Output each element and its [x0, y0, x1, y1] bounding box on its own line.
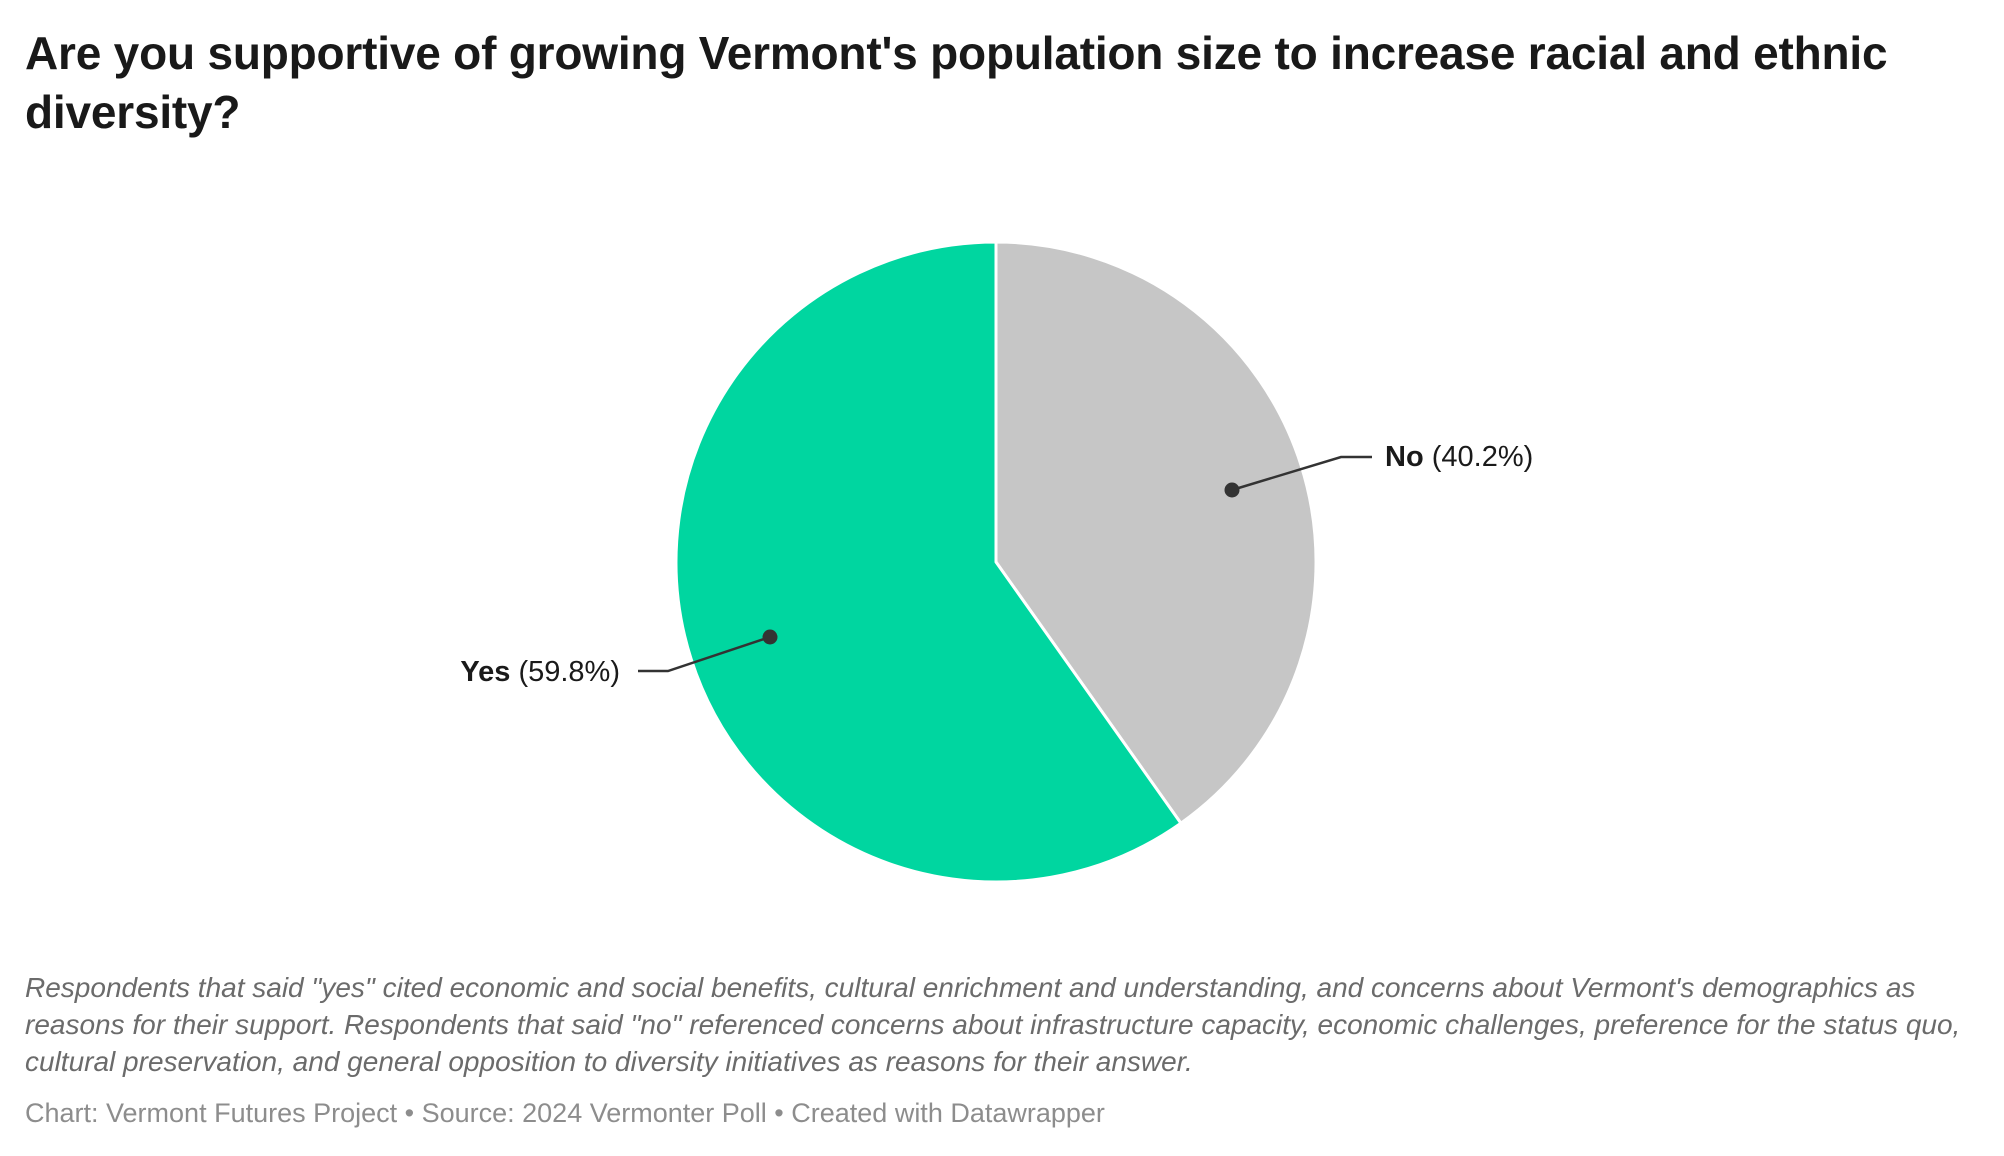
- chart-credit-line: Chart: Vermont Futures Project • Source:…: [25, 1098, 1105, 1128]
- chart-title: Are you supportive of growing Vermont's …: [25, 27, 1888, 138]
- leader-line-yes: [638, 635, 771, 673]
- pie-slice-yes[interactable]: [674, 240, 1183, 884]
- leader-dot-no: [1224, 482, 1240, 498]
- slice-label-no-percent: (40.2%): [1431, 441, 1534, 473]
- pie-slice-no[interactable]: [994, 240, 1318, 825]
- slice-label-yes-percent: (59.8%): [518, 656, 620, 688]
- leader-line-no: [1231, 455, 1372, 492]
- slice-label-no: No (40.2%): [1385, 441, 1533, 473]
- leader-dot-yes: [762, 629, 778, 645]
- slice-label-yes-name: Yes: [460, 656, 511, 688]
- slice-label-yes: Yes (59.8%): [460, 656, 620, 688]
- slice-label-no-name: No: [1385, 441, 1424, 473]
- chart-notes: Respondents that said "yes" cited econom…: [25, 972, 1961, 1077]
